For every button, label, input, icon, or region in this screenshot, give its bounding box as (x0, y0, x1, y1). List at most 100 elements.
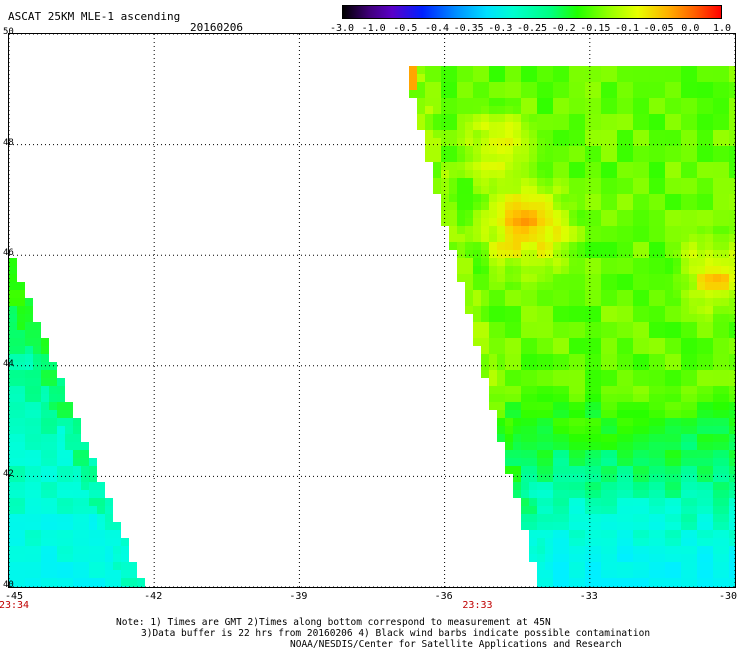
data-cell (473, 338, 481, 346)
data-cell (417, 82, 425, 90)
data-cell (505, 218, 513, 226)
data-cell (17, 306, 25, 314)
data-cell (25, 490, 33, 498)
data-cell (633, 130, 641, 138)
data-cell (633, 202, 641, 210)
data-cell (689, 442, 697, 450)
data-cell (537, 346, 545, 354)
data-cell (17, 458, 25, 466)
data-cell (673, 442, 681, 450)
data-cell (625, 370, 633, 378)
data-cell (721, 178, 729, 186)
data-cell (721, 130, 729, 138)
data-cell (473, 290, 481, 298)
data-cell (721, 530, 729, 538)
data-cell (577, 322, 585, 330)
data-cell (657, 418, 665, 426)
data-cell (681, 74, 689, 82)
data-cell (57, 522, 65, 530)
data-cell (601, 482, 609, 490)
data-cell (537, 506, 545, 514)
data-cell (705, 250, 713, 258)
data-cell (681, 162, 689, 170)
data-cell (73, 474, 81, 482)
data-cell (713, 106, 721, 114)
data-cell (561, 330, 569, 338)
data-cell (673, 202, 681, 210)
data-cell (601, 170, 609, 178)
data-cell (97, 498, 105, 506)
data-cell (561, 114, 569, 122)
data-cell (553, 434, 561, 442)
data-cell (601, 498, 609, 506)
data-cell (513, 218, 521, 226)
data-cell (449, 90, 457, 98)
data-cell (697, 442, 705, 450)
data-cell (49, 370, 57, 378)
data-cell (113, 570, 121, 578)
data-cell (625, 402, 633, 410)
data-cell (689, 66, 697, 74)
data-cell (681, 490, 689, 498)
data-cell (673, 474, 681, 482)
data-cell (633, 250, 641, 258)
data-cell (537, 290, 545, 298)
data-cell (81, 498, 89, 506)
data-cell (585, 466, 593, 474)
data-cell (529, 338, 537, 346)
data-cell (585, 402, 593, 410)
data-cell (577, 178, 585, 186)
data-cell (593, 74, 601, 82)
data-cell (617, 330, 625, 338)
data-cell (409, 90, 417, 98)
data-cell (625, 274, 633, 282)
data-cell (657, 338, 665, 346)
data-cell (657, 410, 665, 418)
data-cell (705, 194, 713, 202)
data-cell (681, 274, 689, 282)
data-cell (697, 418, 705, 426)
data-cell (641, 322, 649, 330)
data-cell (449, 202, 457, 210)
data-cell (665, 306, 673, 314)
data-cell (689, 290, 697, 298)
data-cell (481, 322, 489, 330)
data-cell (49, 434, 57, 442)
data-cell (89, 490, 97, 498)
data-cell (593, 466, 601, 474)
data-cell (673, 258, 681, 266)
data-cell (545, 442, 553, 450)
data-cell (697, 570, 705, 578)
data-cell (537, 306, 545, 314)
data-cell (689, 354, 697, 362)
data-cell (585, 514, 593, 522)
data-cell (105, 530, 113, 538)
data-cell (81, 578, 89, 586)
data-cell (617, 434, 625, 442)
data-cell (57, 514, 65, 522)
data-cell (617, 130, 625, 138)
data-cell (25, 482, 33, 490)
data-cell (433, 162, 441, 170)
longitude-label: -30 (718, 591, 738, 602)
data-cell (633, 474, 641, 482)
data-cell (681, 386, 689, 394)
data-cell (729, 578, 735, 586)
data-cell (9, 538, 17, 546)
data-cell (681, 410, 689, 418)
data-cell (449, 98, 457, 106)
data-cell (625, 242, 633, 250)
data-cell (553, 98, 561, 106)
data-cell (729, 306, 735, 314)
data-cell (601, 114, 609, 122)
data-cell (641, 418, 649, 426)
data-cell (681, 466, 689, 474)
data-cell (585, 66, 593, 74)
data-cell (625, 562, 633, 570)
data-cell (585, 154, 593, 162)
data-cell (721, 90, 729, 98)
data-cell (649, 194, 657, 202)
data-cell (33, 530, 41, 538)
data-cell (641, 498, 649, 506)
data-cell (489, 234, 497, 242)
